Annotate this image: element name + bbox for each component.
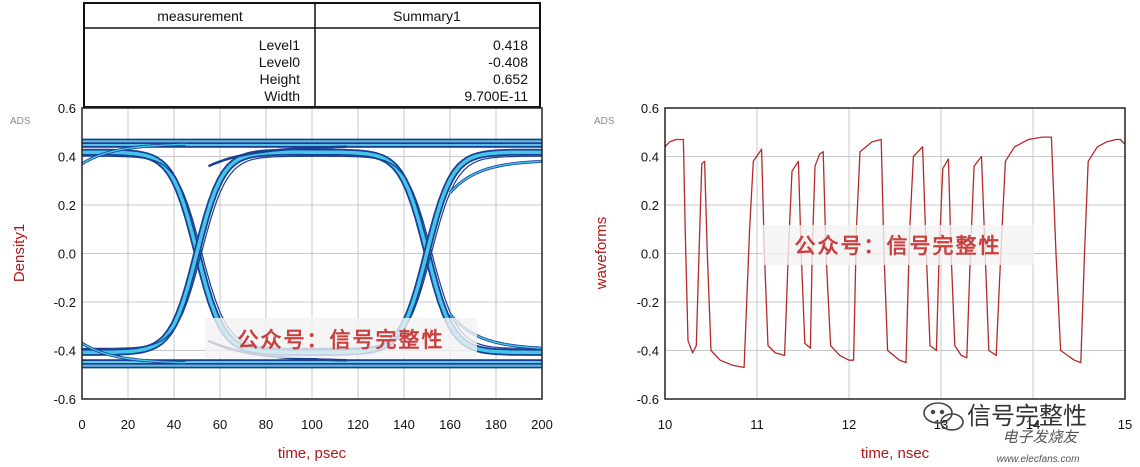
y-tick-label: 0.0 [58, 247, 76, 262]
waveform-series-line [665, 136, 1125, 369]
table-row-value: 0.418 [493, 37, 528, 53]
y-tick-label: 0.0 [641, 247, 659, 262]
table-row-label: Width [264, 88, 300, 104]
y-tick-label: -0.2 [54, 295, 76, 310]
y-tick-label: -0.6 [54, 392, 76, 407]
x-tick-label: 160 [439, 417, 461, 432]
y-tick-label: 0.2 [58, 198, 76, 213]
y-tick-label: 0.4 [58, 150, 76, 165]
x-tick-label: 11 [750, 417, 764, 432]
y-tick-label: 0.2 [641, 198, 659, 213]
eye-settling-trace [82, 143, 186, 165]
x-tick-label: 0 [78, 417, 85, 432]
x-tick-label: 180 [485, 417, 507, 432]
watermark-overlay-left: 公众号：信号完整性 [205, 318, 477, 358]
brand-url: www.elecfans.com [997, 454, 1080, 465]
waveform-plot-frame [664, 107, 1126, 400]
table-header-measurement: measurement [157, 8, 243, 24]
y-tick-label: 0.6 [641, 101, 659, 116]
table-row-label: Height [260, 71, 301, 87]
table-row-value: 9.700E-11 [464, 88, 528, 104]
x-tick-label: 200 [531, 417, 553, 432]
waveform-traces [665, 136, 1125, 369]
chat-bubble-icon [923, 402, 964, 431]
watermark-text: 公众号：信号完整性 [238, 328, 445, 352]
x-tick-label: 14 [1026, 417, 1040, 432]
y-tick-label: -0.6 [637, 392, 659, 407]
watermark-overlay-right: 公众号：信号完整性 [762, 225, 1034, 265]
y-tick-label: -0.4 [637, 344, 659, 359]
x-tick-label: 20 [121, 417, 135, 432]
eye-y-axis-label: Density1 [11, 224, 28, 282]
y-tick-label: -0.2 [637, 295, 659, 310]
table-row-label: Level1 [259, 37, 300, 53]
eye-x-axis-label: time, psec [278, 445, 347, 462]
y-tick-label: -0.4 [54, 344, 76, 359]
x-tick-label: 60 [213, 417, 227, 432]
x-tick-label: 80 [259, 417, 273, 432]
x-tick-label: 100 [301, 417, 323, 432]
y-tick-label: 0.4 [641, 150, 659, 165]
measurement-table: measurement Summary1 Level1 0.418 Level0… [83, 2, 541, 108]
table-row-value: -0.408 [488, 54, 528, 70]
eye-plot-frame [81, 107, 543, 400]
x-tick-label: 12 [842, 417, 856, 432]
table-row-value: 0.652 [493, 71, 528, 87]
waveform-y-axis-label: waveforms [593, 217, 610, 291]
brand-logo: 信号完整性 电子发烧友 www.elecfans.com [923, 402, 1087, 465]
brand-sub-text: 电子发烧友 [1002, 428, 1079, 446]
eye-y-ticks: -0.6 -0.4 -0.2 0.0 0.2 0.4 0.6 [54, 101, 76, 407]
table-header-summary: Summary1 [393, 8, 461, 24]
ads-tag: ADS [10, 116, 31, 127]
eye-settling-trace [82, 342, 186, 364]
waveform-x-axis-label: time, nsec [861, 445, 930, 462]
watermark-text: 公众号：信号完整性 [795, 234, 1002, 258]
eye-diagram-chart: ADS 0 20 40 60 80 100 120 140 160 180 200 -0.6 -0.4… [10, 101, 553, 462]
eye-settling-trace [449, 160, 542, 194]
y-tick-label: 0.6 [58, 101, 76, 116]
x-tick-label: 140 [393, 417, 415, 432]
x-tick-label: 15 [1118, 417, 1132, 432]
x-tick-label: 10 [658, 417, 672, 432]
eye-settling-trace [207, 145, 347, 168]
eye-x-ticks: 0 20 40 60 80 100 120 140 160 180 200 [78, 417, 552, 432]
ads-tag: ADS [594, 116, 615, 127]
x-tick-label: 120 [347, 417, 369, 432]
brand-text: 信号完整性 [967, 402, 1087, 430]
x-tick-label: 40 [167, 417, 181, 432]
table-row-label: Level0 [259, 54, 300, 70]
waveform-y-ticks: -0.6 -0.4 -0.2 0.0 0.2 0.4 0.6 [637, 101, 659, 407]
